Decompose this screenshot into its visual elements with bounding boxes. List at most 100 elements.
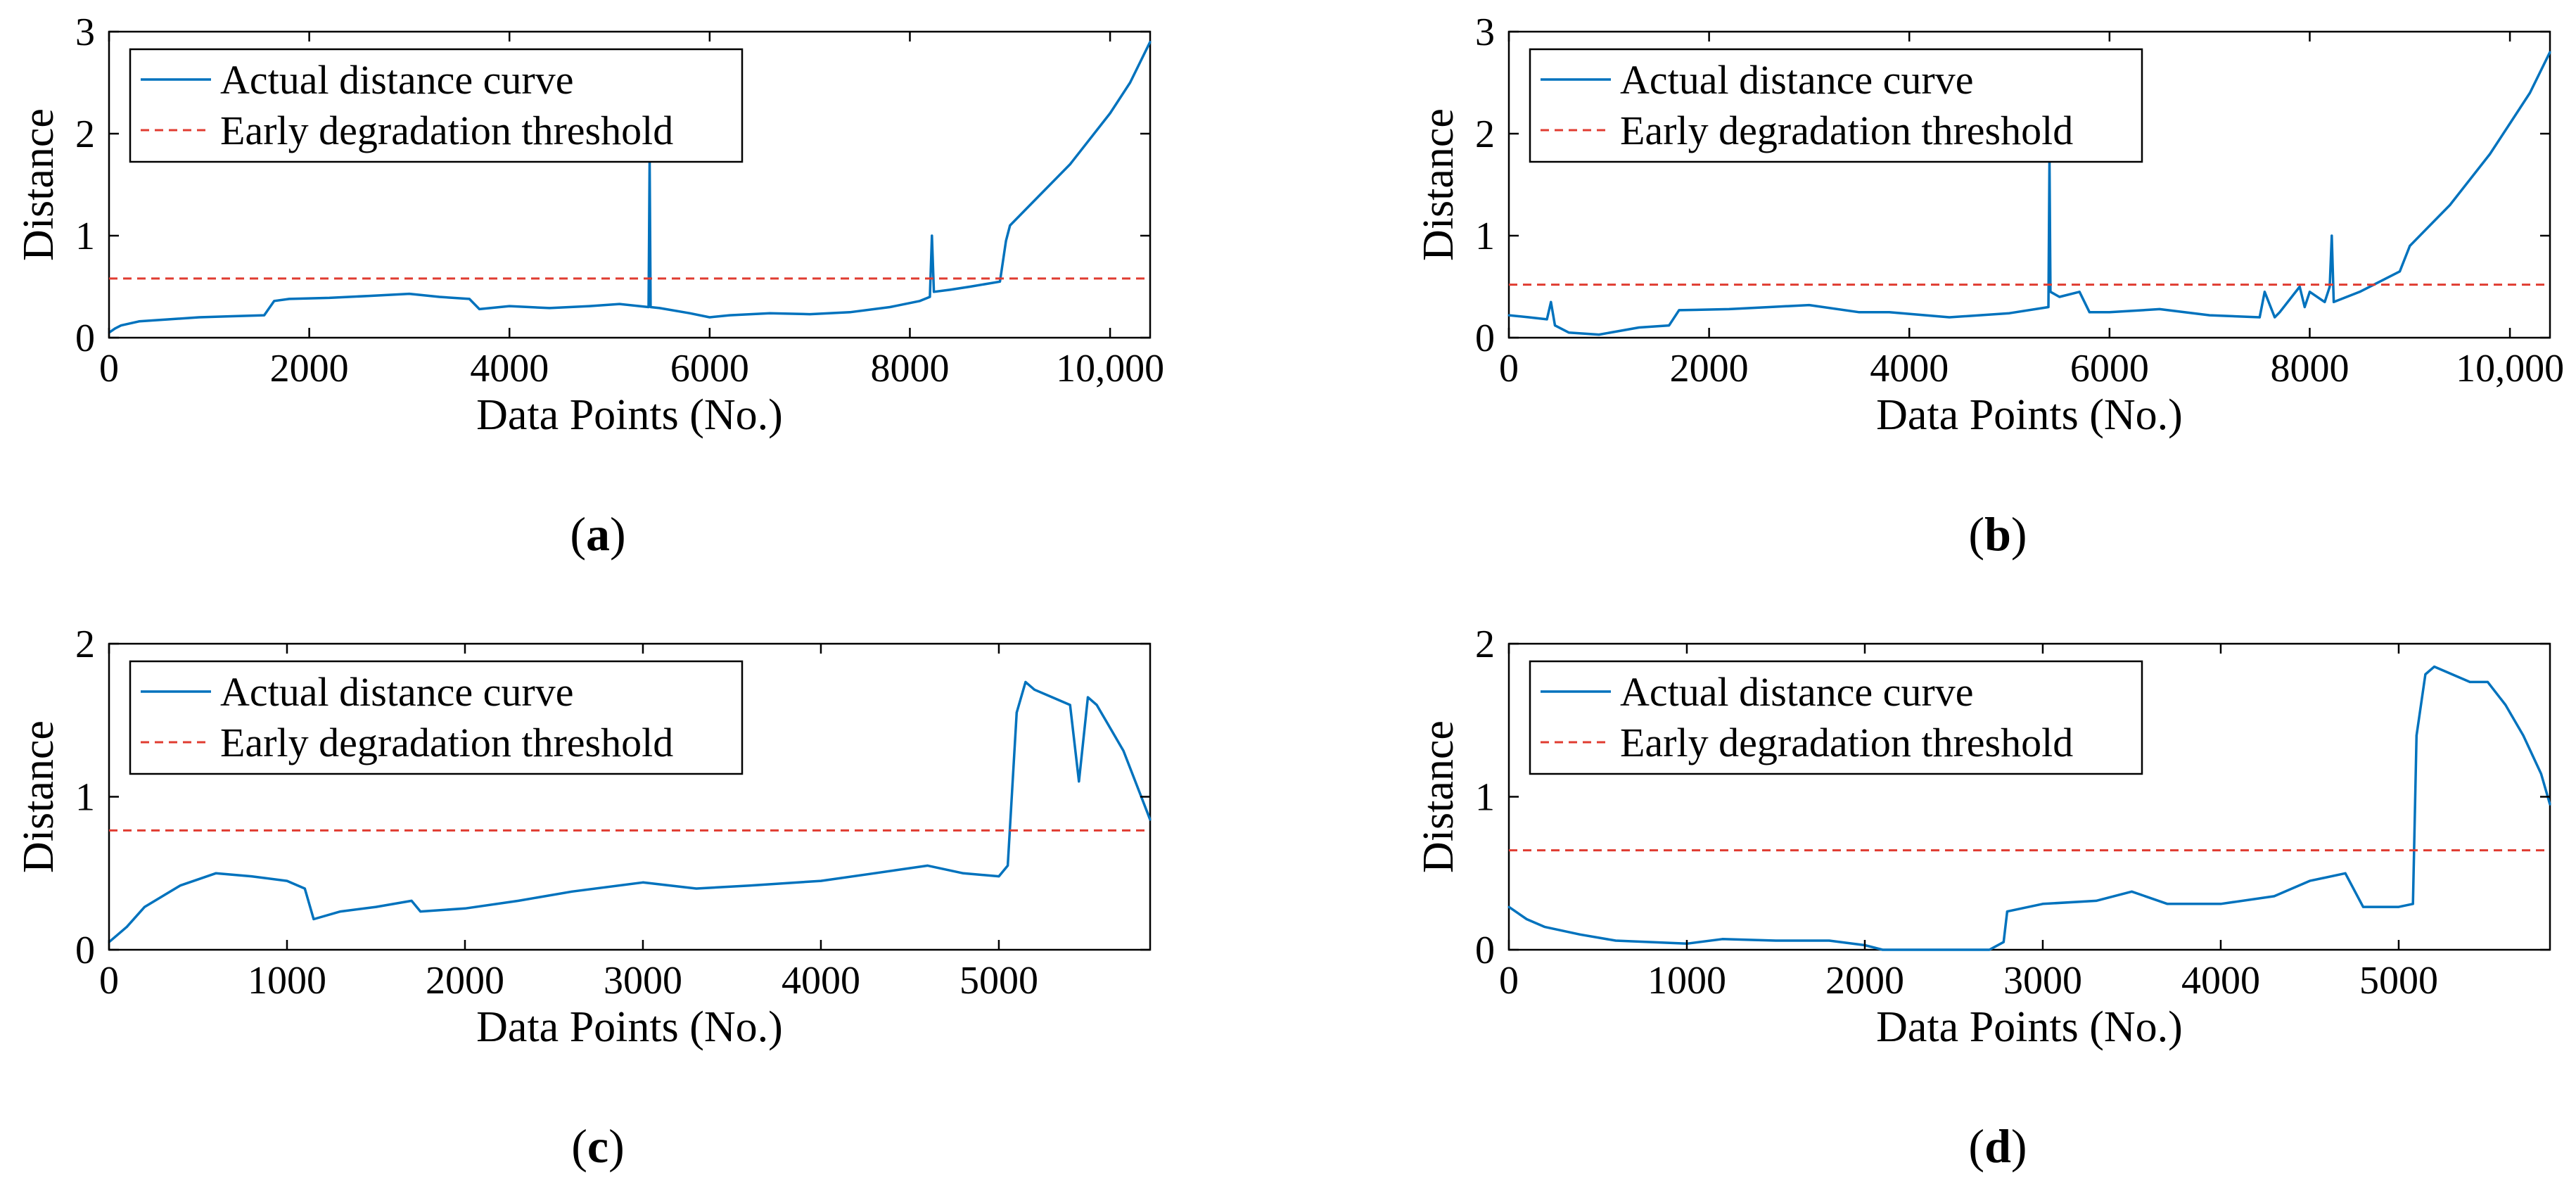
distance-curve-point — [2166, 903, 2169, 905]
chart-panel-d: 0 1000 2000 3000 4000 5000 0 1 2 Data Points (No.… — [1415, 623, 2551, 1051]
distance-curve-point — [273, 300, 276, 303]
distance-curve-point — [820, 879, 822, 882]
distance-curve-point — [2330, 234, 2333, 237]
distance-curve-point — [2208, 314, 2211, 317]
distance-curve-point — [1149, 41, 1152, 43]
y-tick-label: 0 — [75, 929, 95, 972]
x-tick-label: 4000 — [470, 347, 549, 390]
distance-curve-point — [1033, 688, 1036, 691]
distance-curve-point — [649, 306, 652, 308]
distance-curve-point — [1728, 307, 1730, 310]
x-tick-label: 0 — [99, 959, 119, 1003]
distance-curve-point — [962, 872, 964, 874]
distance-curve-point — [312, 918, 315, 920]
x-tick-label: 6000 — [2070, 347, 2149, 390]
distance-curve-point — [288, 298, 291, 300]
distance-curve-point — [508, 305, 511, 307]
chart-panel-b: 0 2000 4000 6000 8000 10,000 0 1 2 3 Data Points (… — [1415, 11, 2564, 439]
distance-curve-point — [1129, 82, 1132, 84]
distance-curve-point — [1598, 333, 1600, 336]
distance-curve-point — [658, 307, 661, 310]
distance-curve-point — [1089, 137, 1092, 140]
x-tick-label: 5000 — [2359, 959, 2438, 1003]
y-tick-label: 2 — [1475, 113, 1495, 156]
y-tick-label: 2 — [1475, 623, 1495, 666]
x-tick-label: 10,000 — [1056, 347, 1164, 390]
distance-curve-point — [2508, 122, 2511, 125]
distance-curve-point — [368, 295, 371, 298]
distance-curve-point — [1638, 326, 1640, 329]
distance-curve-point — [2058, 295, 2061, 298]
distance-curve-point — [768, 312, 771, 314]
x-tick-label: 5000 — [959, 959, 1038, 1003]
distance-curve-point — [618, 303, 621, 305]
distance-curve-point — [1109, 112, 1111, 115]
distance-curve-point — [1678, 309, 1681, 312]
distance-curve-point — [2361, 905, 2364, 908]
distance-curve-point — [517, 899, 520, 902]
distance-curve-point — [1086, 696, 1089, 699]
distance-curve-line — [1508, 665, 2551, 951]
distance-curve-point — [2504, 704, 2507, 706]
distance-curve-point — [999, 280, 1002, 283]
distance-curve-point — [1525, 918, 1528, 920]
x-tick-label: 2000 — [270, 347, 349, 390]
distance-curve-point — [1948, 316, 1951, 319]
distance-curve-point — [997, 875, 1000, 878]
y-tick-label: 1 — [75, 215, 95, 258]
y-axis-label: Distance — [15, 108, 63, 261]
x-tick-label: 8000 — [2270, 347, 2349, 390]
distance-curve-point — [748, 884, 751, 887]
distance-curve-point — [2328, 286, 2331, 288]
x-tick-label: 4000 — [1870, 347, 1949, 390]
distance-curve-point — [1881, 948, 1884, 951]
y-tick-label: 2 — [75, 623, 95, 666]
distance-curve-point — [2303, 306, 2306, 308]
distance-curve-point — [2130, 890, 2133, 893]
distance-curve-point — [1828, 939, 1830, 942]
distance-curve-point — [144, 905, 146, 908]
distance-curve-point — [374, 905, 377, 908]
distance-curve-point — [1069, 163, 1071, 165]
distance-curve-point — [2108, 311, 2111, 314]
distance-curve-point — [2323, 300, 2326, 303]
distance-curve-point — [2522, 734, 2525, 737]
x-tick-label: 4000 — [782, 959, 860, 1003]
distance-curve-point — [2428, 224, 2431, 227]
caption-c: (c) — [571, 1119, 625, 1173]
legend-box — [129, 48, 744, 163]
legend: Actual distance curve Early degradation t… — [1529, 48, 2143, 163]
chart-panel-a: 0 2000 4000 6000 8000 10,000 0 1 2 3 Data Points (… — [15, 11, 1164, 439]
distance-curve-point — [2344, 872, 2347, 874]
distance-curve-point — [1614, 939, 1617, 942]
distance-curve-point — [2308, 291, 2311, 293]
distance-curve-point — [1768, 306, 1771, 308]
distance-curve-point — [2397, 905, 2400, 908]
distance-curve-point — [931, 234, 933, 237]
distance-curve-point — [969, 286, 971, 288]
distance-curve-point — [408, 293, 411, 295]
distance-curve-point — [2489, 153, 2492, 155]
distance-curve-point — [2539, 772, 2542, 775]
distance-curve-point — [2088, 311, 2091, 314]
distance-curve-point — [2451, 673, 2454, 675]
y-axis-label: Distance — [15, 720, 63, 873]
x-tick-label: 1000 — [248, 959, 326, 1003]
legend-actual-label: Actual distance curve — [220, 57, 573, 103]
distance-curve-point — [1774, 939, 1777, 942]
distance-curve-point — [647, 306, 650, 308]
distance-curve-point — [1721, 938, 1724, 941]
x-axis-label: Data Points (No.) — [476, 391, 783, 439]
x-tick-label: 0 — [99, 347, 119, 390]
distance-curve-point — [2002, 941, 2005, 943]
distance-curve-point — [478, 307, 481, 310]
x-axis-label: Data Points (No.) — [476, 1003, 783, 1051]
distance-curve-point — [419, 910, 422, 913]
distance-curve-point — [114, 327, 117, 330]
distance-curve-point — [1668, 324, 1671, 327]
legend-actual-label: Actual distance curve — [1620, 57, 1973, 103]
distance-curve-point — [179, 884, 181, 887]
distance-curve-point — [2263, 291, 2266, 293]
y-tick-label: 0 — [1475, 317, 1495, 360]
x-tick-label: 2000 — [1670, 347, 1749, 390]
